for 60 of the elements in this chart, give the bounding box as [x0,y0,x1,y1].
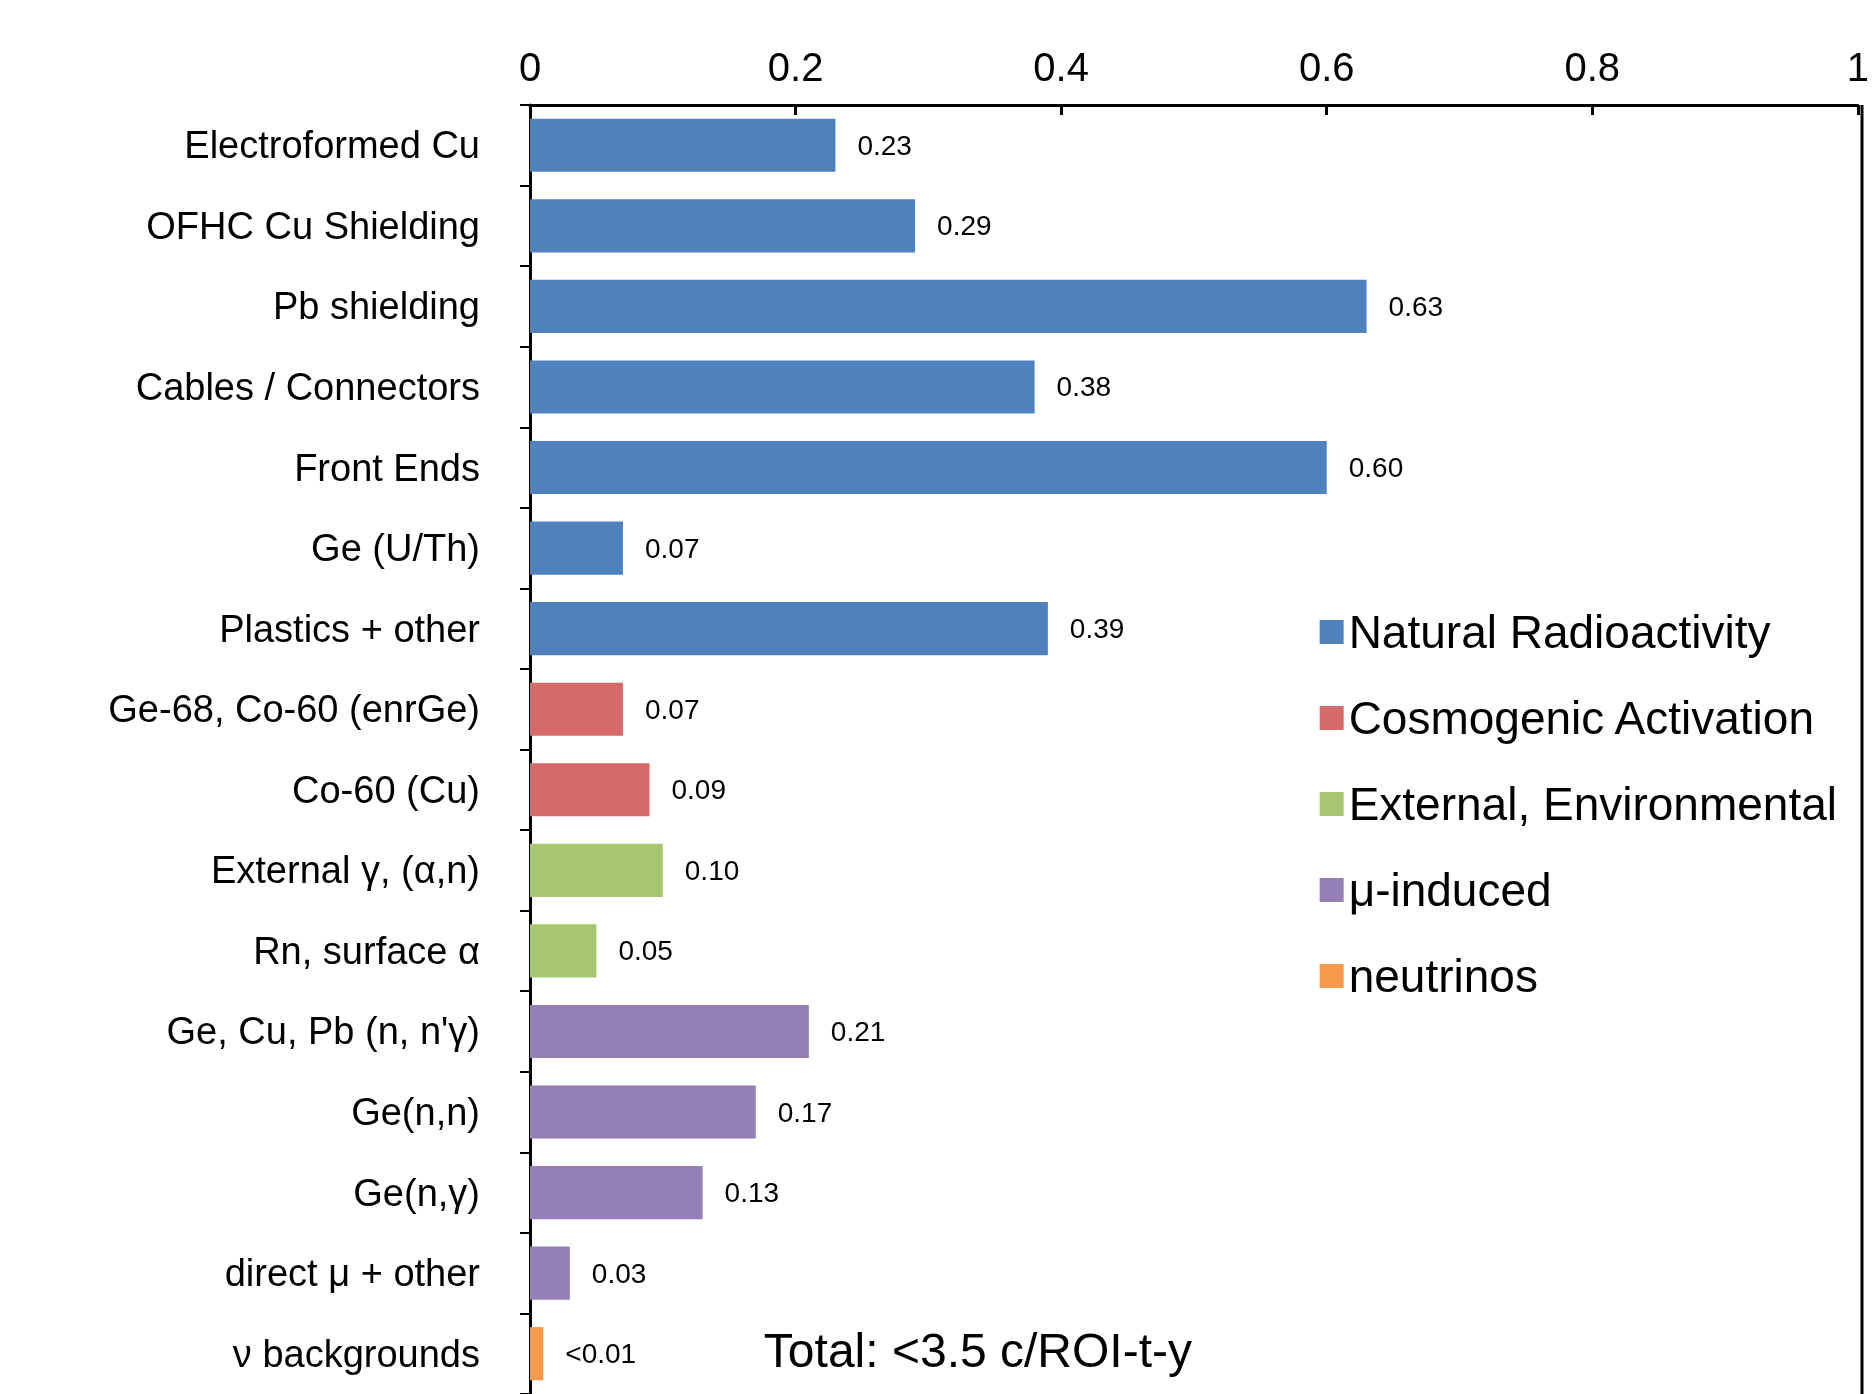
annotation: Total: <3.5 c/ROI-t-y [763,1323,1193,1377]
y-tick-label: direct μ + other [224,1252,481,1295]
legend-label: Natural Radioactivity [1348,606,1771,658]
data-label: 0.17 [777,1096,833,1128]
data-label: 0.10 [684,854,740,886]
data-label: 0.07 [644,693,700,725]
legend-label: μ-induced [1348,864,1552,916]
x-tick-label: 0.6 [1298,45,1355,89]
y-tick-label: Ge (U/Th) [311,527,480,570]
y-tick-label: Ge-68, Co-60 (enrGe) [108,688,480,731]
y-tick-label: ν backgrounds [232,1332,480,1375]
x-tick-label: 0 [518,45,542,89]
bar [530,682,623,736]
bar [530,118,836,172]
y-tick-label: Ge(n,γ) [353,1171,480,1214]
bar [530,360,1035,414]
data-label: 0.23 [857,129,912,161]
data-label: 0.39 [1069,613,1125,645]
data-label: 0.38 [1056,371,1112,403]
data-label: 0.07 [644,532,700,564]
data-label: 0.09 [671,774,727,806]
bar [530,279,1367,333]
y-tick-label: Plastics + other [219,607,481,650]
legend-label: Cosmogenic Activation [1348,692,1815,744]
bar [530,602,1048,656]
data-label: <0.01 [565,1338,637,1370]
bar [530,843,663,897]
bar [530,1327,544,1381]
y-tick-label: Ge(n,n) [351,1091,480,1134]
bar [530,1085,756,1139]
x-tick-label: 0.2 [767,45,824,89]
y-tick-label: Cables / Connectors [135,365,480,408]
x-tick-label: 0.4 [1033,45,1089,89]
y-tick-label: OFHC Cu Shielding [146,204,480,247]
bar [530,440,1327,495]
bar [530,1246,570,1300]
data-label: 0.21 [830,1015,886,1047]
y-tick-label: Co-60 (Cu) [292,768,480,811]
y-tick-label: Rn, surface α [253,929,480,972]
bar [530,1004,809,1059]
legend-label: External, Environmental [1348,778,1838,830]
bar [530,924,597,978]
x-tick-label: 0.8 [1564,45,1621,89]
bar [530,1166,703,1220]
y-tick-label: Pb shielding [272,285,480,328]
data-label: 0.05 [618,935,673,967]
data-label: 0.60 [1348,452,1404,484]
y-tick-label: Electroformed Cu [184,124,480,167]
legend-label: neutrinos [1348,950,1538,1002]
bar [530,521,623,575]
data-label: 0.03 [591,1257,647,1289]
y-tick-label: External γ, (α,n) [210,849,480,892]
data-label: 0.63 [1388,290,1444,322]
x-tick-label: 1 [1846,45,1869,89]
y-tick-label: Ge, Cu, Pb (n, n'γ) [166,1010,480,1053]
data-label: 0.29 [937,210,992,242]
bar [530,199,916,253]
bar [530,763,650,817]
y-tick-label: Front Ends [294,446,480,489]
data-label: 0.13 [724,1177,780,1209]
